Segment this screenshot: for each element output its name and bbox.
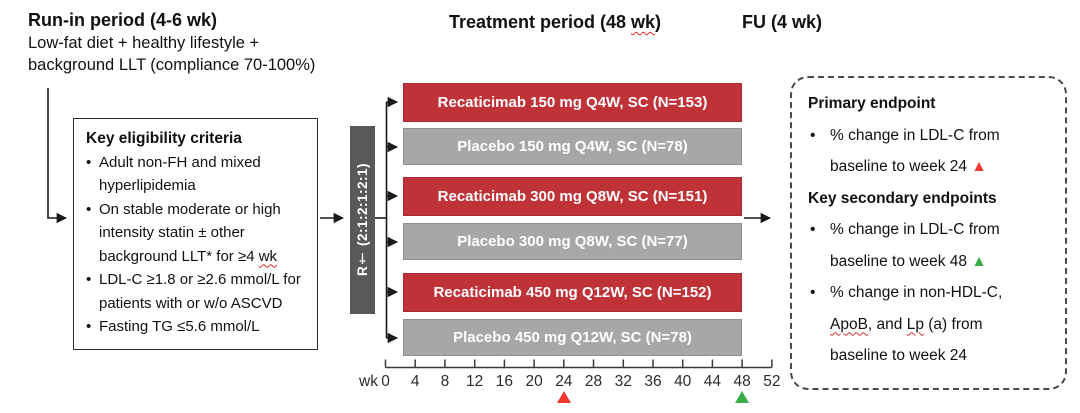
axis-tick-label: 32: [614, 373, 632, 390]
primary-endpoint-list: % change in LDL-C from baseline to week 2…: [808, 120, 1051, 183]
axis-tick-label: 52: [763, 373, 781, 390]
eligibility-bullet: Fasting TG ≤5.6 mmol/L: [86, 315, 307, 339]
text-segment: Lp: [906, 315, 924, 333]
text-segment: hyperlipidemia: [99, 177, 196, 194]
triangle-marker-icon: ▲: [971, 158, 987, 175]
axis-tick-label: 28: [584, 373, 603, 390]
axis-ruler: [384, 359, 773, 369]
arm-bar-label: Recaticimab 150 mg Q4W, SC (N=153): [437, 94, 708, 111]
secondary-endpoints-title: Key secondary endpoints: [808, 189, 997, 207]
text-segment: (a) from: [923, 315, 983, 333]
arm-bar-label: Placebo 300 mg Q8W, SC (N=77): [457, 233, 688, 250]
endpoint-bullet: % change in non-HDL-C, ApoB, and Lp (a) f…: [808, 277, 1051, 372]
text-segment: intensity statin ± other: [99, 224, 245, 241]
text-segment: Adult non-FH and mixed: [99, 153, 261, 171]
placebo-arm-bar: Placebo 450 mg Q12W, SC (N=78): [403, 319, 742, 356]
axis-tick-label: 20: [525, 373, 543, 390]
secondary-endpoints-list: % change in LDL-C from baseline to week 4…: [808, 214, 1051, 372]
eligibility-bullet: Adult non-FH and mixed hyperlipidemia: [86, 151, 307, 198]
axis-tick-label: 48: [733, 373, 751, 390]
axis-tick-label: 12: [466, 373, 484, 390]
axis-tick-label: 8: [440, 373, 450, 390]
eligibility-bullet: On stable moderate or high intensity stat…: [86, 198, 307, 269]
recaticimab-arm-bar: Recaticimab 300 mg Q8W, SC (N=151): [403, 177, 742, 216]
run-in-description-line2: background LLT (compliance 70-100%): [28, 56, 316, 74]
arm-bar-label: Placebo 150 mg Q4W, SC (N=78): [457, 138, 688, 155]
endpoint-bullet: % change in LDL-C from baseline to week 4…: [808, 214, 1051, 277]
follow-up-title: FU (4 wk): [742, 12, 823, 32]
randomization-bar: R† (2:1:2:1:2:1): [350, 126, 375, 314]
text-segment: patients with or w/o ASCVD: [99, 294, 283, 312]
text-segment: ApoB: [830, 315, 868, 333]
arm-bar-label: Recaticimab 450 mg Q12W, SC (N=152): [433, 284, 712, 301]
run-in-description-line1: Low-fat diet + healthy lifestyle +: [28, 34, 260, 52]
endpoints-panel: Primary endpoint % change in LDL-C from b…: [790, 76, 1067, 390]
text-segment: % change in LDL-C from: [830, 126, 1000, 144]
text-segment: wk: [631, 12, 656, 32]
primary-endpoint-title: Primary endpoint: [808, 95, 936, 112]
text-segment: % change in non-HDL-C,: [830, 284, 1003, 301]
flow-arrow: [47, 88, 68, 224]
text-segment: , and: [867, 315, 907, 333]
text-segment: On stable moderate or high: [99, 200, 281, 218]
text-segment: LDL-C ≥1.8 or ≥2.6 mmol/L for: [99, 271, 301, 288]
text-segment: ): [655, 12, 662, 32]
text-segment: baseline to week 48: [830, 252, 972, 270]
axis-tick-label: 4: [410, 373, 420, 390]
endpoint-bullet: % change in LDL-C from baseline to week 2…: [808, 120, 1051, 183]
text-segment: Fasting TG ≤5.6 mmol/L: [99, 318, 260, 335]
recaticimab-arm-bar: Recaticimab 150 mg Q4W, SC (N=153): [403, 83, 742, 122]
text-segment: background LLT* for ≥4: [99, 247, 259, 265]
axis-tick-label: 44: [703, 373, 722, 390]
week-24-marker-icon: [556, 391, 571, 403]
axis-tick-label: 36: [644, 373, 662, 390]
treatment-period-title: Treatment period (48 wk): [420, 12, 690, 33]
axis-tick-label: 24: [555, 373, 573, 390]
eligibility-criteria-list: Adult non-FH and mixed hyperlipidemia On s…: [86, 151, 307, 339]
arm-bar-label: Placebo 450 mg Q12W, SC (N=78): [453, 329, 692, 346]
eligibility-bullet: LDL-C ≥1.8 or ≥2.6 mmol/L for patients wi…: [86, 268, 307, 315]
text-segment: baseline to week 24: [830, 347, 968, 364]
text-segment: % change in LDL-C from: [830, 221, 1000, 238]
run-in-period-title: Run-in period (4-6 wk): [28, 10, 217, 30]
text-segment: wk: [258, 247, 278, 265]
eligibility-criteria-title: Key eligibility criteria: [86, 130, 242, 147]
week-48-marker-icon: [735, 391, 750, 403]
run-in-period-block: Run-in period (4-6 wk) Low-fat diet + he…: [28, 8, 368, 76]
placebo-arm-bar: Placebo 300 mg Q8W, SC (N=77): [403, 223, 742, 260]
arm-bar-label: Recaticimab 300 mg Q8W, SC (N=151): [437, 188, 708, 205]
recaticimab-arm-bar: Recaticimab 450 mg Q12W, SC (N=152): [403, 273, 742, 312]
text-segment: baseline to week 24: [830, 158, 972, 175]
triangle-marker-icon: ▲: [971, 252, 987, 270]
text-segment: Treatment period (48: [448, 12, 632, 32]
axis-tick-label: 40: [674, 373, 692, 390]
axis-tick-label: 16: [495, 373, 513, 390]
axis-unit-label: wk: [359, 373, 378, 390]
randomization-ratio-label: R† (2:1:2:1:2:1): [355, 163, 370, 277]
axis-tick-label: 0: [381, 373, 390, 390]
eligibility-criteria-box: Key eligibility criteria Adult non-FH an…: [73, 118, 318, 350]
placebo-arm-bar: Placebo 150 mg Q4W, SC (N=78): [403, 128, 742, 165]
